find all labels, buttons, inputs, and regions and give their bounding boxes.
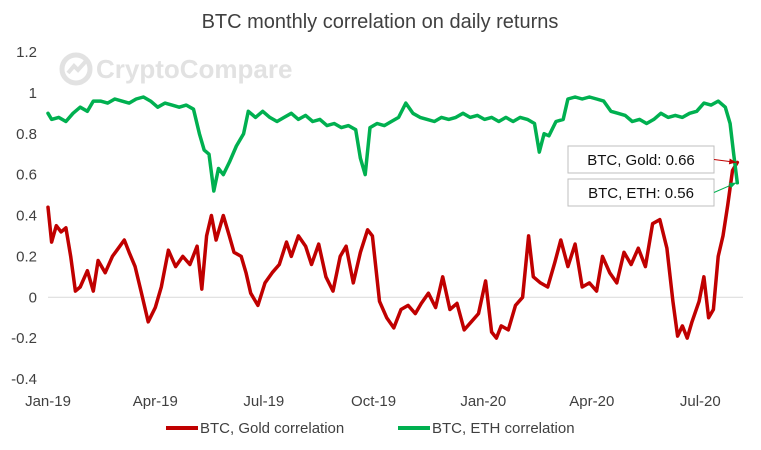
- watermark-text: CryptoCompare: [96, 54, 292, 84]
- x-tick-label: Apr-20: [569, 393, 614, 410]
- x-tick-label: Jul-19: [243, 393, 284, 410]
- annotation-box: [567, 145, 715, 174]
- y-tick-label: 1: [29, 85, 37, 102]
- y-tick-label: 0.8: [16, 126, 37, 143]
- series-line: [46, 95, 740, 193]
- annotation-callout: BTC, Gold: 0.66: [567, 145, 737, 174]
- annotation-box: [567, 178, 715, 207]
- x-tick-label: Jul-20: [680, 393, 721, 410]
- y-tick-label: 0.4: [16, 208, 37, 225]
- y-tick-label: 0.2: [16, 248, 37, 265]
- y-tick-label: -0.4: [11, 371, 37, 388]
- annotation-callout: BTC, ETH: 0.56: [567, 178, 737, 207]
- x-tick-label: Apr-19: [133, 393, 178, 410]
- y-tick-label: 1.2: [16, 44, 37, 61]
- annotations: BTC, Gold: 0.66 BTC, ETH: 0.56: [567, 145, 737, 207]
- legend-label: BTC, Gold correlation: [200, 420, 344, 437]
- plot-area: [46, 95, 740, 340]
- legend: BTC, Gold correlation BTC, ETH correlatio…: [166, 420, 575, 437]
- cryptocompare-logo-icon: [59, 52, 93, 86]
- y-tick-label: -0.2: [11, 330, 37, 347]
- x-tick-label: Jan-20: [460, 393, 506, 410]
- chart-title: BTC monthly correlation on daily returns: [202, 11, 559, 33]
- watermark: CryptoCompare: [59, 52, 292, 86]
- annotation-arrowhead: [728, 158, 737, 165]
- annotation-text: BTC, Gold: 0.66: [587, 152, 695, 169]
- y-tick-label: 0.6: [16, 167, 37, 184]
- legend-label: BTC, ETH correlation: [432, 420, 575, 437]
- y-tick-label: 0: [29, 289, 37, 306]
- legend-item: BTC, Gold correlation: [166, 420, 344, 437]
- annotation-arrowhead: [728, 182, 737, 189]
- x-tick-label: Oct-19: [351, 393, 396, 410]
- x-tick-label: Jan-19: [25, 393, 71, 410]
- legend-item: BTC, ETH correlation: [398, 420, 575, 437]
- annotation-text: BTC, ETH: 0.56: [588, 185, 694, 202]
- series-line: [46, 160, 740, 340]
- x-axis: Jan-19 Apr-19 Jul-19 Oct-19 Jan-20 Apr-20 Jul-…: [25, 393, 721, 410]
- y-axis: -0.4 -0.2 0 0.2 0.4 0.6 0.8 1 1.2: [11, 44, 37, 388]
